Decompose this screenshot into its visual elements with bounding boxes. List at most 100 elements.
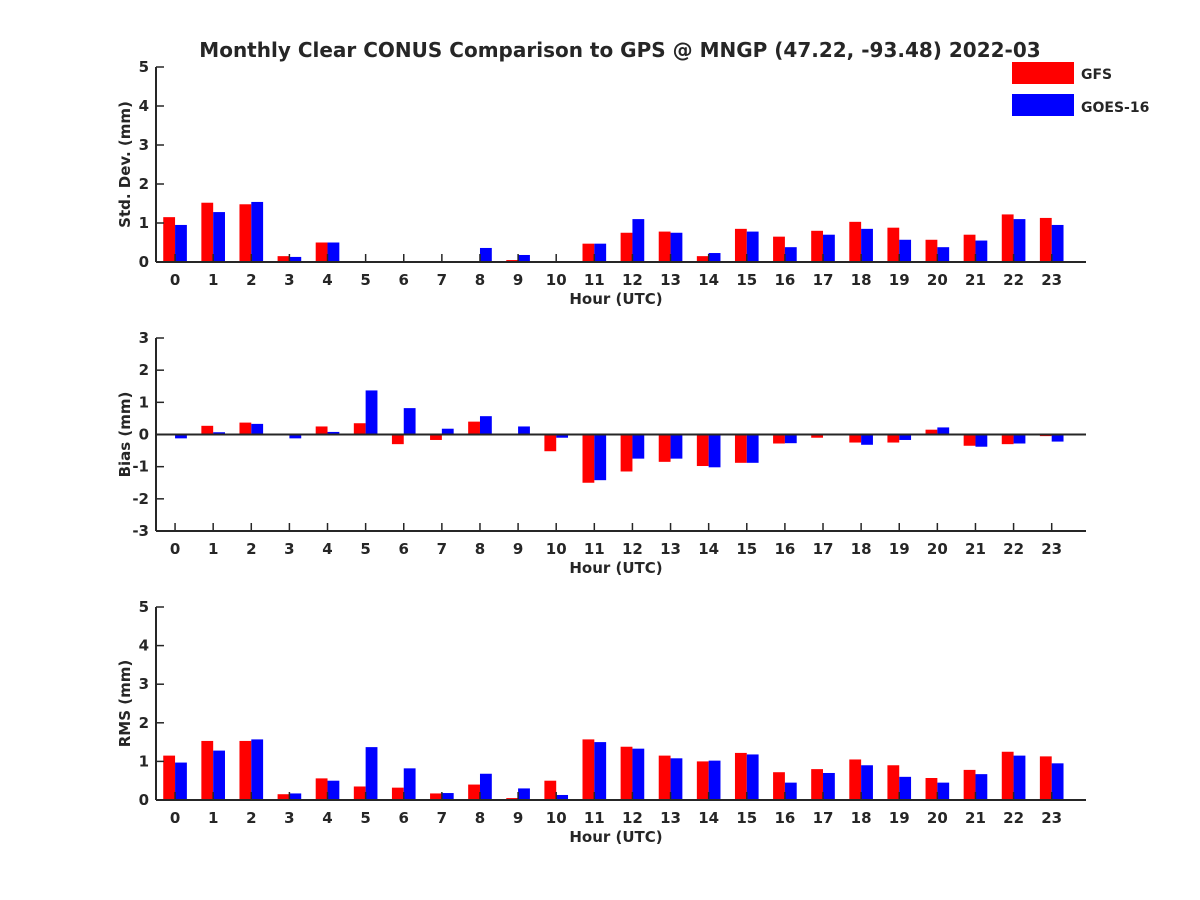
bar-goes-h14: GOES-16 14: 1.02 (708, 760, 721, 800)
x-tick-label: 15 (736, 271, 757, 289)
bar-goes-h11: GOES-16 11: -1.42 (594, 434, 607, 481)
x-tick-label: 8 (475, 809, 485, 827)
bar-gfs-h18: GFS 18: -0.25 (849, 434, 862, 443)
bar-gfs-h10: GFS 10: 0.5 (544, 780, 557, 800)
x-tick-label: 19 (889, 540, 910, 558)
bar-goes-h13: GOES-16 13: -0.75 (670, 434, 683, 459)
bar-goes-h15: GOES-16 15: 1.18 (746, 754, 759, 800)
bar-gfs-h15: GFS 15: 0.85 (734, 228, 747, 262)
y-tick-label: 3 (139, 675, 149, 693)
x-tick-label: 7 (437, 540, 447, 558)
bar-goes-h6: GOES-16 6: 0.82 (403, 768, 416, 800)
x-tick-label: 3 (284, 540, 294, 558)
bar-gfs-h21: GFS 21: 0.78 (963, 769, 976, 800)
y-tick-label: 0 (139, 253, 149, 271)
x-tick-label: 21 (965, 809, 986, 827)
bar-gfs-h19: GFS 19: 0.9 (887, 765, 900, 800)
x-tick-label: 11 (584, 540, 605, 558)
x-axis-label: Hour (UTC) (569, 559, 662, 577)
y-tick-label: 0 (139, 426, 149, 444)
x-tick-label: 8 (475, 540, 485, 558)
x-tick-label: 7 (437, 271, 447, 289)
bar-gfs-h16: GFS 16: -0.28 (773, 434, 785, 444)
bar-gfs-h8: GFS 8: 0.4 (468, 784, 480, 800)
y-tick-label: 4 (139, 637, 149, 655)
x-axis-label: Hour (UTC) (569, 828, 662, 846)
bar-goes-h21: GOES-16 21: 0.67 (975, 774, 988, 800)
bar-goes-h12: GOES-16 12: 1.1 (632, 219, 645, 262)
x-tick-label: 4 (322, 540, 332, 558)
bar-goes-h11: GOES-16 11: 0.47 (594, 243, 607, 262)
bar-goes-h2: GOES-16 2: 1.57 (251, 739, 264, 800)
legend-swatch-gfs (1012, 62, 1074, 84)
bar-goes-h1: GOES-16 1: 0.07 (213, 432, 225, 435)
bar-gfs-h13: GFS 13: 1.15 (658, 755, 671, 800)
bar-gfs-h6: GFS 6: -0.3 (391, 434, 404, 445)
panel-std-dev: GFS 0: 1.15 GFS 1: 1.52 GFS 2: 1.48 GFS 3: … (116, 58, 1086, 308)
bar-gfs-h4: GFS 4: 0.5 (315, 242, 328, 262)
bar-goes-h14: GOES-16 14: 0.23 (708, 253, 721, 262)
bar-goes-h14: GOES-16 14: -1.02 (708, 434, 721, 468)
x-tick-label: 12 (622, 809, 643, 827)
bar-gfs-h1: GFS 1: 0.27 (201, 425, 214, 435)
bar-goes-h22: GOES-16 22: 1.1 (1013, 219, 1026, 262)
bar-gfs-h7: GFS 7: 0.17 (430, 793, 442, 800)
bar-goes-h22: GOES-16 22: 1.15 (1013, 755, 1026, 800)
bar-gfs-h5: GFS 5: 0.35 (353, 786, 366, 800)
x-tick-label: 21 (965, 271, 986, 289)
y-tick-label: -2 (132, 490, 149, 508)
bar-gfs-h10: GFS 10: -0.52 (544, 434, 557, 452)
x-tick-label: 5 (360, 271, 370, 289)
bar-goes-h1: GOES-16 1: 1.28 (213, 212, 225, 262)
x-tick-label: 23 (1041, 271, 1062, 289)
x-tick-label: 9 (513, 809, 523, 827)
bar-goes-h18: GOES-16 18: -0.32 (861, 434, 873, 445)
bar-goes-h21: GOES-16 21: 0.55 (975, 240, 988, 262)
x-tick-label: 22 (1003, 809, 1024, 827)
bar-gfs-h17: GFS 17: 0.8 (811, 769, 824, 800)
x-tick-label: 10 (546, 271, 567, 289)
x-tick-label: 7 (437, 809, 447, 827)
y-tick-label: 2 (139, 361, 149, 379)
bar-gfs-h15: GFS 15: -0.88 (734, 434, 747, 463)
x-tick-label: 6 (399, 271, 409, 289)
bar-goes-h0: GOES-16 0: 0.95 (175, 224, 187, 262)
bar-goes-h8: GOES-16 8: 0.68 (479, 773, 492, 800)
bar-gfs-h15: GFS 15: 1.22 (734, 752, 747, 800)
bar-goes-h3: GOES-16 3: -0.12 (289, 434, 302, 439)
x-tick-label: 16 (774, 271, 795, 289)
x-tick-label: 20 (927, 809, 948, 827)
bar-gfs-h12: GFS 12: -1.15 (620, 434, 633, 472)
x-tick-label: 20 (927, 540, 948, 558)
bar-gfs-h1: GFS 1: 1.53 (201, 740, 214, 800)
x-tick-label: 18 (851, 540, 872, 558)
y-tick-label: 2 (139, 714, 149, 732)
bar-goes-h20: GOES-16 20: 0.22 (937, 427, 950, 435)
bar-goes-h8: GOES-16 8: 0.57 (479, 416, 492, 435)
x-tick-label: 5 (360, 809, 370, 827)
bar-gfs-h2: GFS 2: 1.53 (239, 740, 252, 800)
bar-gfs-h16: GFS 16: 0.65 (773, 236, 785, 262)
bar-gfs-h14: GFS 14: -0.98 (696, 434, 709, 467)
x-tick-label: 8 (475, 271, 485, 289)
bar-gfs-h0: GFS 0: 1.15 (163, 217, 176, 262)
bar-gfs-h3: GFS 3: 0.15 (277, 794, 290, 800)
x-tick-label: 4 (322, 809, 332, 827)
bar-gfs-h20: GFS 20: 0.15 (925, 429, 938, 435)
legend-label-gfs: GFS (1081, 67, 1112, 83)
x-tick-label: 5 (360, 540, 370, 558)
x-tick-label: 20 (927, 271, 948, 289)
x-tick-label: 15 (736, 809, 757, 827)
legend: GFS GOES-16 (1012, 62, 1149, 116)
x-tick-label: 19 (889, 271, 910, 289)
bar-gfs-h22: GFS 22: 1.25 (1001, 751, 1014, 800)
bar-goes-h16: GOES-16 16: 0.45 (784, 782, 797, 800)
bar-gfs-h14: GFS 14: 1 (696, 761, 709, 800)
bar-gfs-h16: GFS 16: 0.72 (773, 772, 785, 800)
bar-goes-h1: GOES-16 1: 1.28 (213, 750, 225, 800)
bar-goes-h12: GOES-16 12: -0.75 (632, 434, 645, 459)
x-tick-label: 14 (698, 540, 719, 558)
bar-goes-h23: GOES-16 23: 0.95 (1051, 224, 1064, 262)
bar-goes-h9: GOES-16 9: 0.18 (518, 254, 530, 262)
bar-gfs-h19: GFS 19: 0.88 (887, 227, 900, 262)
